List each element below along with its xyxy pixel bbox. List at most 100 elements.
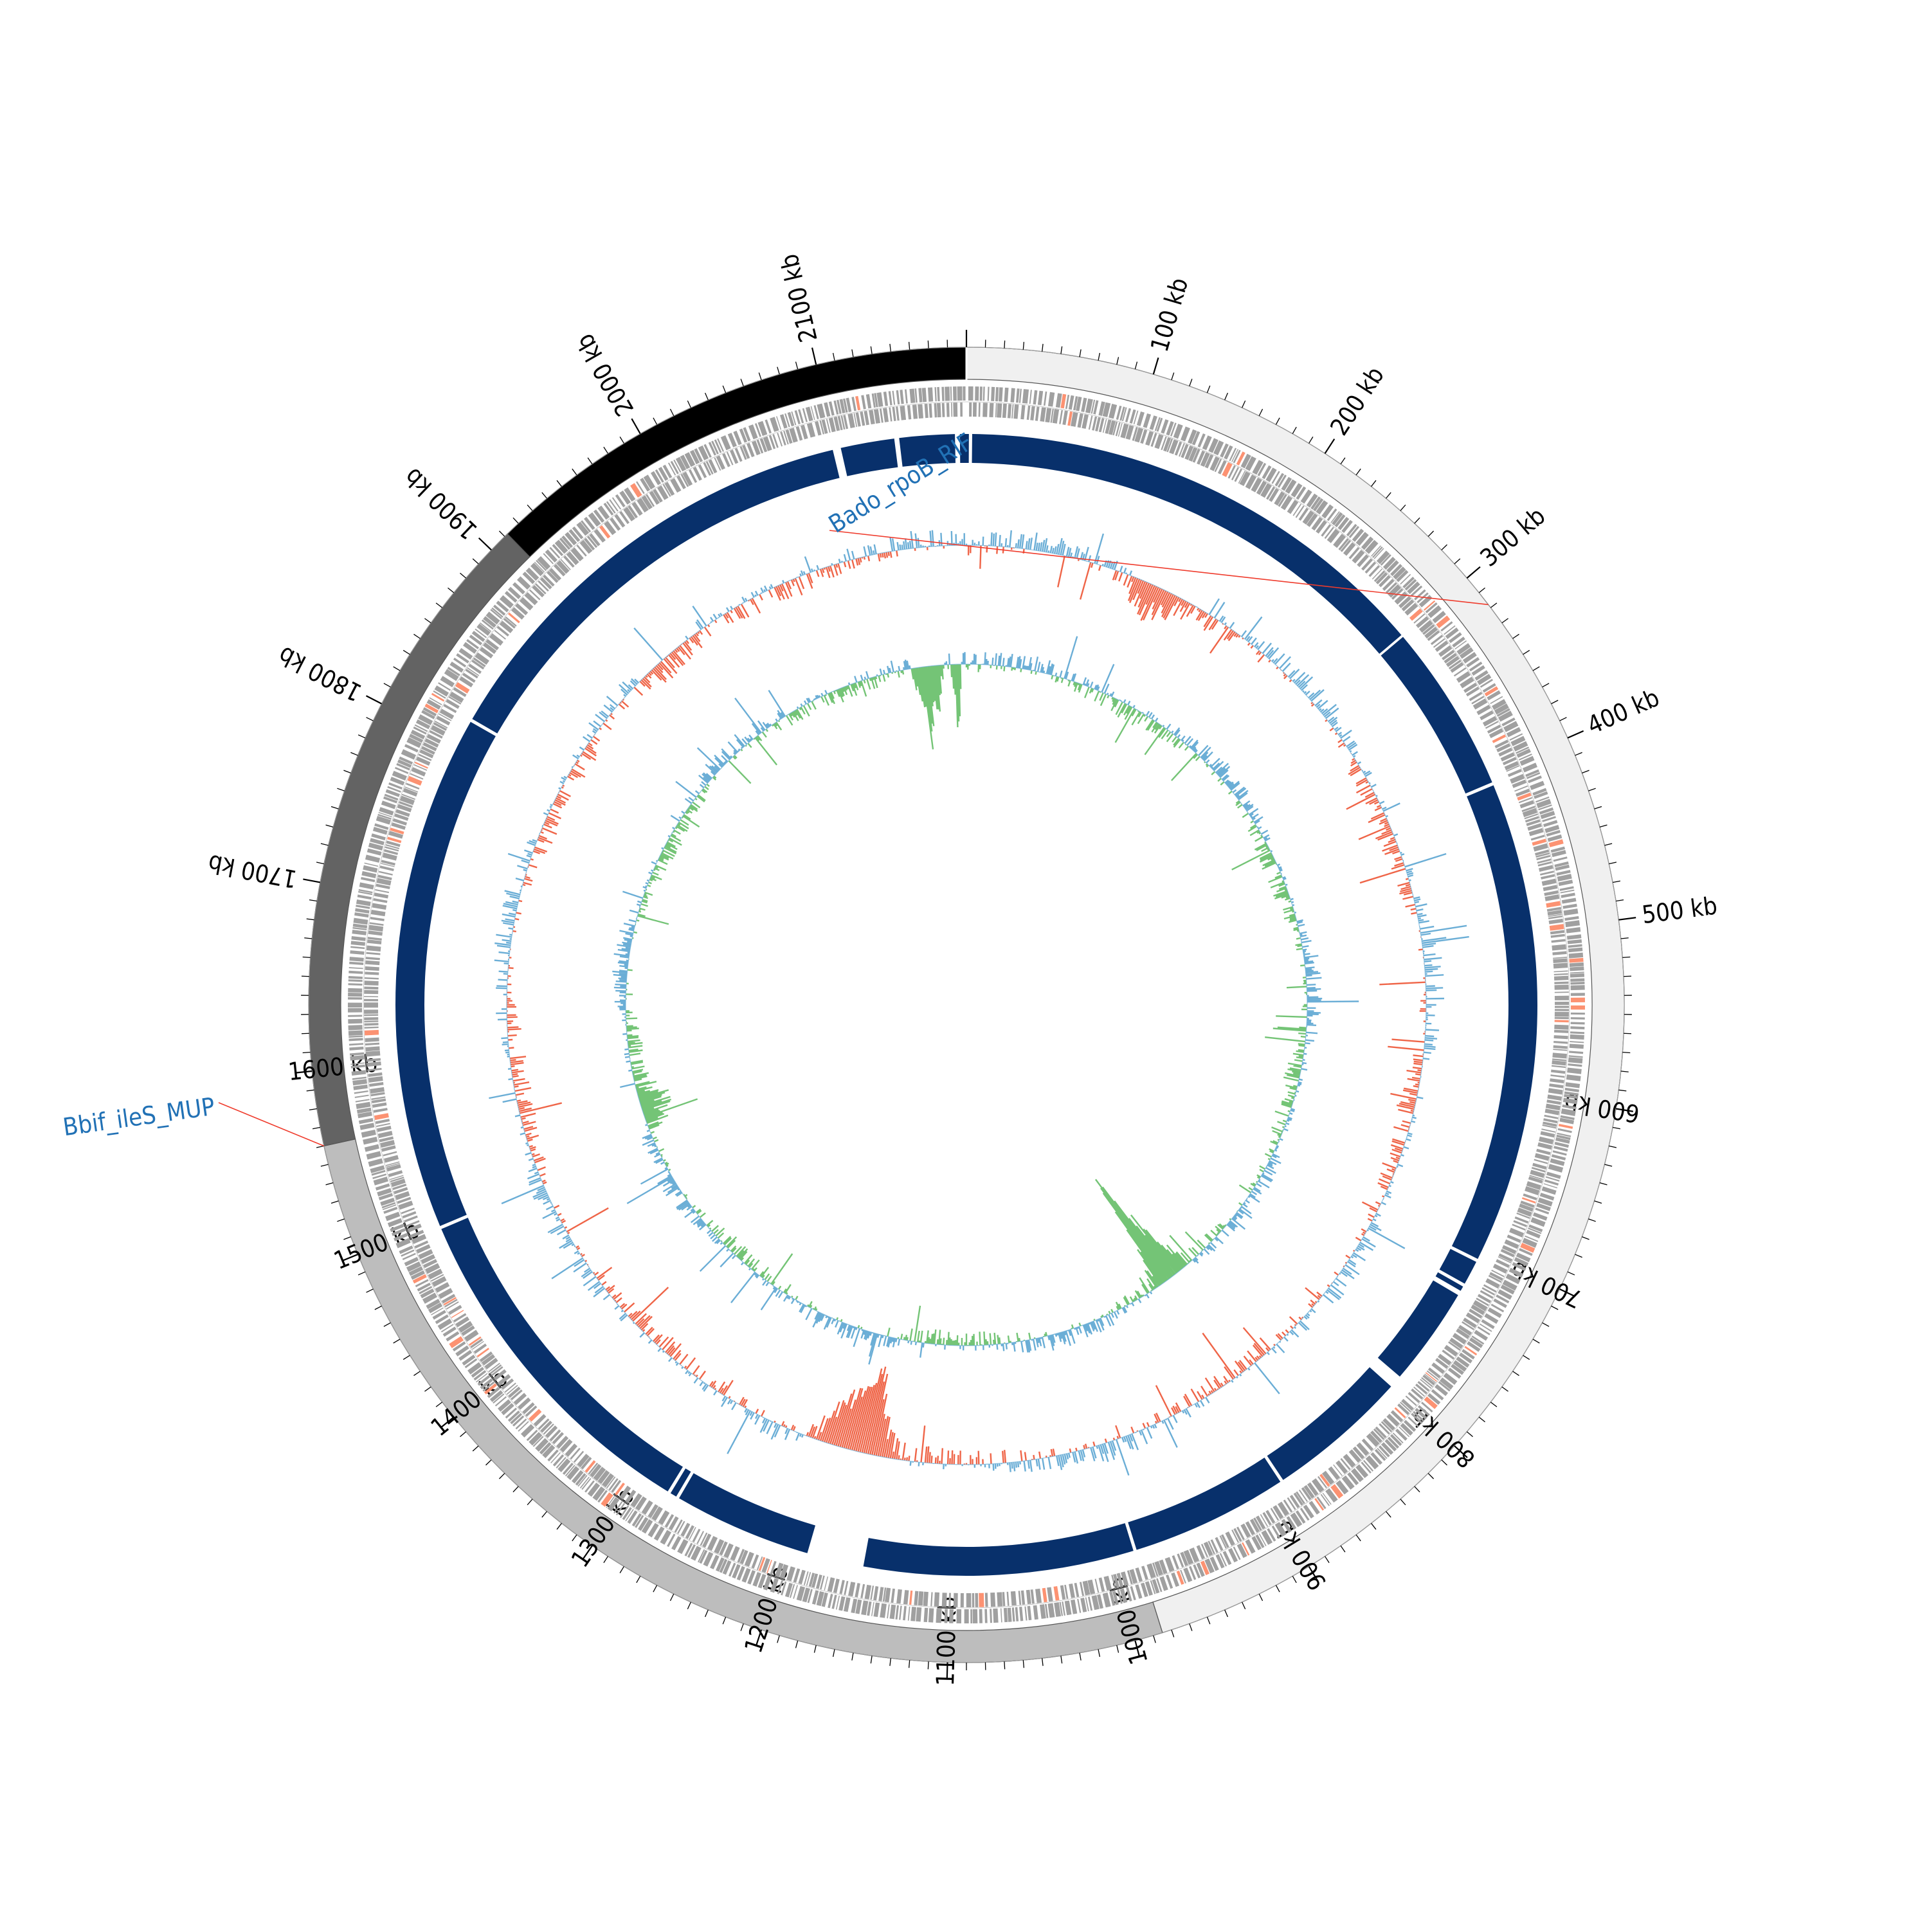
minor-tick — [403, 650, 410, 654]
minor-tick — [723, 386, 725, 393]
gene-forward — [973, 1609, 978, 1623]
gene-reverse — [377, 1126, 392, 1132]
gene-reverse — [1013, 404, 1019, 419]
gene-reverse — [1552, 939, 1566, 943]
minor-tick — [307, 919, 314, 920]
minor-tick — [1600, 1183, 1608, 1185]
gene-reverse — [1047, 1587, 1053, 1602]
gene-forward — [871, 1602, 874, 1616]
gene-forward — [874, 1602, 880, 1617]
gene-reverse — [1552, 944, 1566, 951]
minor-tick — [1543, 683, 1550, 687]
gene-reverse — [847, 413, 855, 428]
gene-reverse — [364, 996, 378, 997]
gene-reverse — [365, 1027, 379, 1029]
minor-tick — [1207, 1617, 1209, 1624]
minor-tick — [542, 1512, 547, 1517]
gene-forward — [1028, 1606, 1032, 1620]
gene-reverse — [934, 1593, 939, 1607]
gene-forward — [934, 387, 936, 401]
minor-tick — [1080, 349, 1081, 357]
gene-reverse — [366, 952, 380, 955]
minor-tick — [1259, 409, 1262, 416]
gene-reverse — [1002, 1592, 1005, 1606]
gene-forward — [928, 1608, 934, 1622]
gene-reverse — [364, 1023, 378, 1025]
gene-forward — [349, 1038, 363, 1041]
minor-tick — [1600, 825, 1608, 827]
gene-reverse — [364, 1020, 378, 1022]
minor-tick — [777, 1636, 779, 1643]
gene-reverse — [1550, 930, 1564, 934]
gene-forward — [1570, 1043, 1584, 1049]
gene-forward — [1542, 1186, 1557, 1195]
major-tick — [812, 348, 816, 365]
gene-forward — [909, 388, 915, 403]
gene-reverse — [1555, 1009, 1569, 1011]
gene-forward — [1004, 388, 1009, 402]
minor-tick — [358, 1272, 365, 1275]
gene-forward — [916, 1607, 921, 1622]
gene-reverse — [860, 1584, 865, 1598]
minor-tick — [1172, 373, 1174, 380]
gene-forward — [983, 386, 985, 401]
gene-forward — [349, 957, 363, 962]
gene-reverse — [1550, 1078, 1564, 1083]
gene-forward — [367, 1151, 381, 1159]
gene-forward — [352, 1079, 367, 1085]
minor-tick — [1242, 401, 1245, 408]
tick-label: 1800 kb — [274, 641, 367, 707]
gene-reverse — [1555, 1020, 1569, 1022]
gene-forward — [957, 386, 963, 401]
gene-reverse — [1553, 962, 1568, 968]
gene-forward — [351, 941, 365, 946]
gene-forward — [349, 1025, 363, 1030]
gene-forward — [999, 387, 1003, 401]
minor-tick — [350, 752, 358, 755]
gene-forward — [1558, 1128, 1572, 1133]
minor-tick — [1225, 1610, 1228, 1617]
gene-reverse — [946, 402, 950, 417]
gene-reverse — [1550, 924, 1564, 931]
minor-tick — [436, 603, 442, 608]
minor-tick — [312, 1128, 320, 1129]
gene-forward — [887, 1604, 890, 1618]
gene-reverse — [900, 406, 906, 420]
minor-tick — [1172, 1630, 1174, 1637]
minor-tick — [1386, 492, 1391, 498]
annotation-line — [219, 1103, 324, 1146]
gene-forward — [1571, 993, 1585, 996]
minor-tick — [653, 418, 657, 425]
gene-forward — [350, 946, 365, 949]
minor-tick — [1616, 900, 1624, 901]
gene-reverse — [1011, 1591, 1017, 1606]
gene-forward — [348, 1008, 362, 1013]
gene-forward — [1571, 1022, 1585, 1025]
minor-tick — [1061, 347, 1062, 354]
minor-tick — [1613, 881, 1620, 882]
minor-tick — [436, 1402, 442, 1407]
gene-forward — [903, 1606, 907, 1620]
gene-forward — [861, 1600, 868, 1615]
minor-tick — [394, 667, 400, 671]
minor-tick — [1400, 1499, 1406, 1505]
minor-tick — [1621, 1071, 1629, 1072]
gene-reverse — [1035, 1589, 1042, 1603]
gene-reverse — [1552, 1065, 1566, 1068]
gene-reverse — [1539, 865, 1553, 872]
minor-tick — [1225, 393, 1228, 400]
gene-forward — [945, 1609, 948, 1623]
minor-tick — [331, 807, 338, 809]
minor-tick — [833, 353, 835, 361]
blast-hit — [679, 1473, 815, 1553]
gene-forward — [358, 894, 372, 899]
gene-reverse — [918, 1591, 924, 1605]
gene-forward — [349, 1036, 363, 1038]
gene-reverse — [1555, 1017, 1569, 1020]
minor-tick — [741, 379, 743, 386]
gene-reverse — [979, 1593, 984, 1607]
gene-reverse — [975, 1593, 978, 1607]
major-tick — [1618, 917, 1636, 919]
gene-forward — [941, 387, 944, 401]
minor-tick — [331, 1201, 338, 1204]
